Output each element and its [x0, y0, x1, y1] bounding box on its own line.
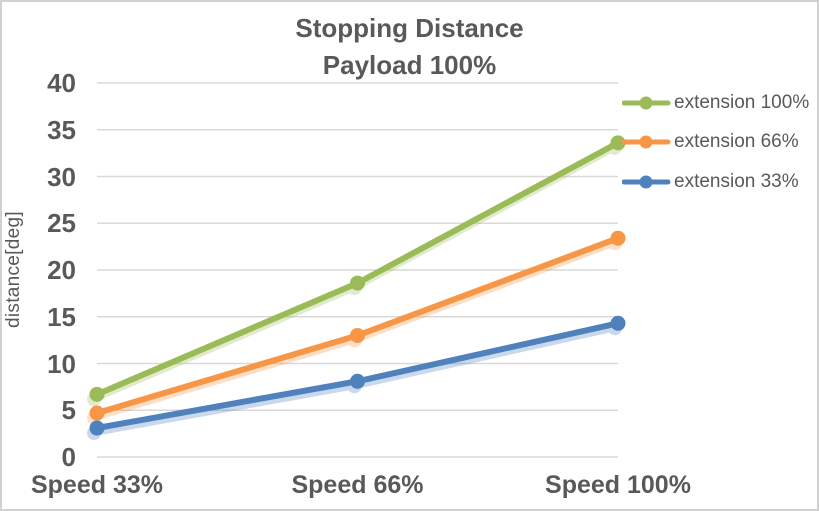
- x-tick-label-2: Speed 66%: [291, 471, 424, 499]
- data-point-marker: [89, 405, 105, 421]
- data-point-marker: [89, 386, 105, 402]
- y-tick-label-15: 15: [47, 301, 76, 332]
- data-point-marker: [89, 420, 105, 436]
- y-tick-label-20: 20: [47, 255, 76, 285]
- chart-title-line2: Payload 100%: [322, 50, 497, 80]
- y-tick-label-25: 25: [47, 208, 76, 239]
- legend-item-extension-100-: extension 100%: [622, 83, 809, 123]
- legend-label: extension 33%: [674, 170, 799, 192]
- chart-title: Stopping Distance Payload 100%: [2, 10, 817, 84]
- legend-item-extension-66-: extension 66%: [622, 123, 809, 163]
- x-tick-label-3: Speed 100%: [545, 471, 691, 499]
- y-tick-label-10: 10: [47, 348, 76, 379]
- legend-label: extension 66%: [674, 131, 799, 153]
- legend-marker-icon: [622, 96, 671, 110]
- legend: extension 100% extension 66% extension 33%: [622, 83, 809, 202]
- y-tick-label-0: 0: [61, 442, 76, 472]
- y-tick-label-35: 35: [47, 114, 76, 145]
- y-tick-label-30: 30: [47, 161, 76, 192]
- x-tick-label-1: Speed 33%: [30, 471, 163, 499]
- series-extension-100-: [89, 135, 626, 402]
- legend-label: extension 100%: [674, 91, 810, 113]
- legend-item-extension-33-: extension 33%: [622, 162, 809, 202]
- legend-marker-icon: [622, 135, 671, 149]
- series-extension-66-: [89, 230, 626, 421]
- data-point-marker: [350, 327, 365, 343]
- data-point-marker: [610, 230, 626, 246]
- data-point-marker: [350, 275, 365, 291]
- y-tick-label-40: 40: [47, 68, 76, 98]
- data-point-marker: [610, 135, 626, 151]
- data-point-marker: [610, 315, 626, 331]
- chart-title-line1: Stopping Distance: [295, 13, 524, 43]
- y-tick-label-5: 5: [61, 395, 76, 426]
- data-point-marker: [350, 373, 365, 389]
- legend-marker-icon: [622, 175, 671, 189]
- series-extension-33-: [89, 315, 626, 436]
